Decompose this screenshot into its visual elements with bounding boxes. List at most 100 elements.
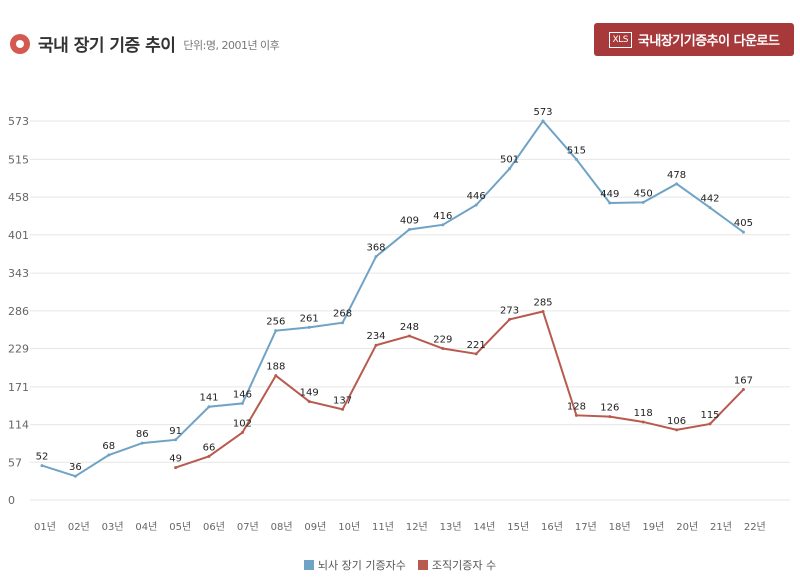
data-point[interactable] — [441, 223, 445, 227]
data-label: 450 — [634, 188, 653, 199]
data-point[interactable] — [508, 167, 512, 171]
x-tick-label: 13년 — [440, 521, 462, 533]
data-label: 52 — [36, 452, 49, 463]
y-tick-label: 401 — [8, 229, 29, 242]
circle-bullet-icon — [10, 33, 30, 54]
x-tick-label: 05년 — [169, 521, 191, 533]
data-label: 416 — [433, 211, 452, 222]
data-point[interactable] — [174, 466, 178, 470]
download-label: 국내장기기증추이 다운로드 — [637, 34, 780, 49]
data-label: 446 — [467, 191, 486, 202]
x-tick-label: 07년 — [237, 521, 259, 533]
data-point[interactable] — [307, 325, 311, 329]
data-point[interactable] — [341, 407, 345, 411]
data-label: 368 — [366, 243, 385, 254]
x-tick-label: 16년 — [541, 521, 563, 533]
legend-swatch — [417, 560, 428, 570]
data-label: 449 — [600, 189, 619, 200]
data-point[interactable] — [574, 157, 578, 161]
data-label: 118 — [634, 408, 653, 419]
data-point[interactable] — [508, 317, 512, 321]
data-label: 268 — [333, 309, 352, 320]
data-label: 409 — [400, 215, 419, 226]
data-point[interactable] — [107, 453, 111, 457]
data-label: 49 — [169, 454, 182, 465]
data-label: 102 — [233, 419, 252, 430]
data-label: 273 — [500, 305, 519, 316]
x-tick-label: 19년 — [642, 521, 664, 533]
xls-file-icon: XLS — [608, 31, 632, 48]
data-point[interactable] — [708, 206, 712, 210]
x-tick-label: 04년 — [135, 521, 157, 533]
data-point[interactable] — [441, 347, 445, 351]
data-point[interactable] — [741, 230, 745, 234]
data-point[interactable] — [541, 119, 545, 123]
data-point[interactable] — [675, 182, 679, 186]
data-point[interactable] — [641, 200, 645, 204]
data-point[interactable] — [207, 405, 211, 409]
x-tick-label: 09년 — [304, 521, 326, 533]
legend: 뇌사 장기 기증자수 조직기증자 수 — [0, 557, 800, 573]
data-point[interactable] — [574, 413, 578, 417]
data-label: 141 — [199, 393, 218, 404]
legend-item-tissue[interactable]: 조직기증자 수 — [417, 557, 496, 573]
x-tick-label: 10년 — [338, 521, 360, 533]
data-label: 573 — [533, 107, 552, 118]
data-label: 405 — [734, 218, 753, 229]
data-label: 234 — [366, 331, 385, 342]
x-tick-label: 20년 — [676, 521, 698, 533]
data-label: 188 — [266, 362, 285, 373]
data-point[interactable] — [40, 464, 44, 468]
data-label: 256 — [266, 317, 285, 328]
data-point[interactable] — [407, 334, 411, 338]
data-label: 167 — [734, 376, 753, 387]
x-tick-label: 17년 — [575, 521, 597, 533]
legend-item-brain-death[interactable]: 뇌사 장기 기증자수 — [303, 557, 406, 573]
data-label: 68 — [102, 441, 115, 452]
x-tick-label: 11년 — [372, 521, 394, 533]
data-point[interactable] — [140, 441, 144, 445]
x-tick-label: 02년 — [68, 521, 90, 533]
data-point[interactable] — [73, 474, 77, 478]
download-button[interactable]: XLS 국내장기기증추이 다운로드 — [594, 23, 794, 56]
data-label: 36 — [69, 462, 82, 473]
y-tick-label: 114 — [8, 419, 29, 432]
data-point[interactable] — [174, 438, 178, 442]
data-point[interactable] — [374, 343, 378, 347]
data-point[interactable] — [541, 309, 545, 313]
data-point[interactable] — [474, 352, 478, 356]
data-point[interactable] — [374, 255, 378, 259]
data-label: 501 — [500, 155, 519, 166]
x-tick-label: 18년 — [609, 521, 631, 533]
data-point[interactable] — [407, 227, 411, 231]
data-point[interactable] — [675, 428, 679, 432]
y-tick-label: 343 — [8, 267, 29, 280]
data-label: 137 — [333, 395, 352, 406]
y-tick-label: 573 — [8, 115, 29, 128]
x-tick-label: 12년 — [406, 521, 428, 533]
data-point[interactable] — [207, 454, 211, 458]
data-label: 115 — [700, 410, 719, 421]
data-point[interactable] — [608, 201, 612, 205]
data-point[interactable] — [240, 431, 244, 435]
data-point[interactable] — [240, 401, 244, 405]
data-point[interactable] — [341, 321, 345, 325]
data-point[interactable] — [608, 415, 612, 419]
data-label: 126 — [600, 403, 619, 414]
data-label: 515 — [567, 145, 586, 156]
y-tick-label: 229 — [8, 343, 29, 356]
page-subtitle: 단위:명, 2001년 이후 — [183, 39, 280, 52]
data-point[interactable] — [741, 388, 745, 392]
data-label: 442 — [700, 194, 719, 205]
data-point[interactable] — [307, 399, 311, 403]
data-point[interactable] — [474, 203, 478, 207]
data-label: 146 — [233, 389, 252, 400]
data-point[interactable] — [274, 374, 278, 378]
data-point[interactable] — [641, 420, 645, 424]
series-line — [175, 310, 745, 469]
data-point[interactable] — [274, 329, 278, 333]
x-tick-label: 14년 — [473, 521, 495, 533]
data-label: 149 — [300, 387, 319, 398]
data-point[interactable] — [708, 422, 712, 426]
